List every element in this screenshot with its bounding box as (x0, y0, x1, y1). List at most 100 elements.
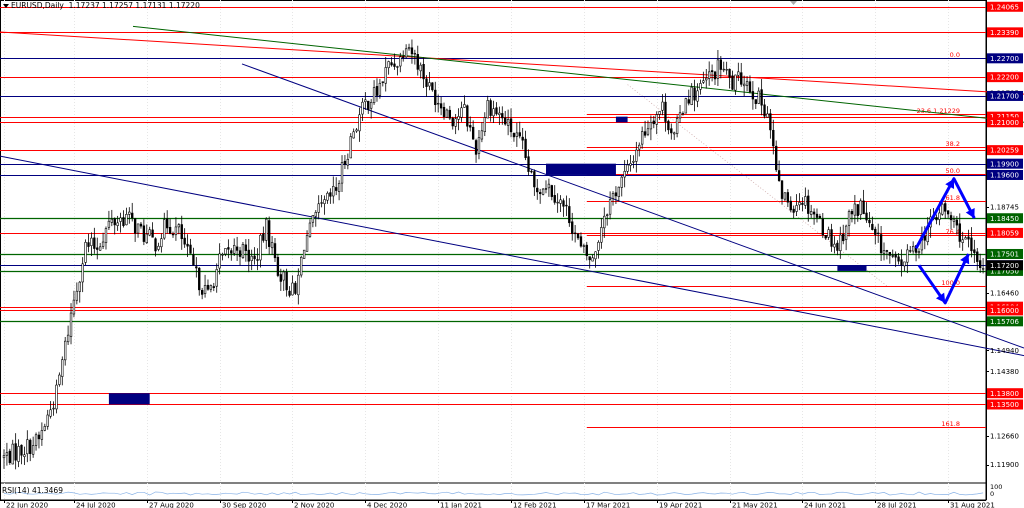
candle (145, 224, 148, 244)
candle (265, 217, 268, 249)
candle-body (431, 82, 434, 91)
candle (227, 239, 230, 259)
candle-body (8, 450, 12, 463)
level-price-box (987, 169, 1023, 180)
candle (393, 53, 396, 70)
candle-body (684, 98, 688, 114)
candle (78, 280, 81, 303)
candle (626, 159, 629, 174)
candle-body (879, 234, 883, 254)
candle-body (550, 185, 553, 197)
candle (538, 188, 542, 204)
candle-body (964, 237, 967, 240)
candle-body (72, 299, 76, 315)
candle (352, 128, 355, 139)
candle-body (809, 211, 813, 215)
candle (107, 210, 111, 231)
candle (437, 94, 440, 113)
candle-body (512, 133, 516, 138)
candle (300, 255, 303, 278)
candle-body (267, 220, 271, 247)
candle (326, 191, 329, 204)
candle-body (457, 116, 460, 120)
candle (416, 45, 419, 76)
candle-body (419, 64, 422, 72)
level-price-box (987, 305, 1023, 316)
candle-body (900, 259, 903, 266)
candle (673, 131, 676, 140)
candle-body (224, 248, 227, 255)
candle-body (830, 229, 833, 247)
candle (664, 93, 667, 132)
candle (224, 248, 227, 257)
candle-body (265, 218, 268, 241)
fib-label: 61.8 (946, 194, 960, 202)
candle-body (291, 282, 294, 296)
candle-body (847, 211, 851, 226)
candle (705, 68, 708, 89)
candle (498, 106, 501, 125)
candle (81, 257, 84, 293)
candle (710, 64, 714, 82)
candle-body (734, 74, 737, 91)
candle-body (314, 212, 317, 217)
candle-body (524, 138, 527, 159)
candle-body (337, 183, 341, 192)
candle-body (107, 220, 111, 228)
candle-body (533, 171, 536, 188)
candle (976, 247, 979, 271)
candle-body (748, 81, 752, 93)
candle-body (923, 235, 926, 241)
level-price-label: 1.20259 (990, 147, 1019, 155)
level-price-label: 1.18059 (990, 230, 1019, 238)
candle-body (215, 269, 218, 287)
candle (317, 195, 320, 220)
candle (629, 154, 632, 172)
x-tick-label: 24 Jul 2020 (76, 502, 116, 508)
candle-body (766, 113, 769, 118)
candle-body (93, 237, 96, 249)
candle-body (978, 260, 982, 268)
candle (183, 228, 186, 248)
candle-body (142, 225, 146, 242)
candle-body (119, 217, 122, 222)
candle (428, 72, 431, 91)
candle-body (244, 244, 248, 251)
candle-body (87, 242, 90, 247)
candle (235, 236, 239, 261)
candle (5, 442, 9, 466)
candle-body (311, 215, 315, 223)
candle-body (198, 267, 201, 291)
candle (754, 99, 757, 110)
candle (413, 49, 417, 65)
candle-body (760, 89, 763, 106)
level-price-box (987, 90, 1023, 101)
candle-body (58, 374, 61, 385)
candle (804, 187, 807, 209)
ohlc-values: 1.17237 1.17257 1.17131 1.17220 (68, 1, 200, 10)
candle (381, 81, 384, 87)
candle-body (160, 238, 163, 248)
dropdown-arrow-icon[interactable] (3, 4, 9, 8)
candle-body (486, 100, 489, 119)
candle (687, 89, 690, 106)
candle-body (541, 188, 545, 195)
candle (576, 232, 580, 240)
candle-body (404, 48, 408, 58)
candle (501, 106, 504, 125)
candle (200, 287, 204, 300)
candle (833, 236, 836, 254)
candle (973, 239, 976, 264)
candle-body (626, 164, 629, 172)
candle-body (611, 193, 615, 199)
candle (911, 241, 915, 254)
candle (166, 210, 169, 234)
candle (600, 218, 603, 249)
candle-body (227, 247, 230, 250)
candle-body (326, 192, 329, 201)
candle-body (594, 251, 597, 260)
candle (766, 106, 769, 118)
candle (96, 237, 99, 260)
forecast-arrow (917, 253, 970, 305)
candle (675, 115, 679, 138)
